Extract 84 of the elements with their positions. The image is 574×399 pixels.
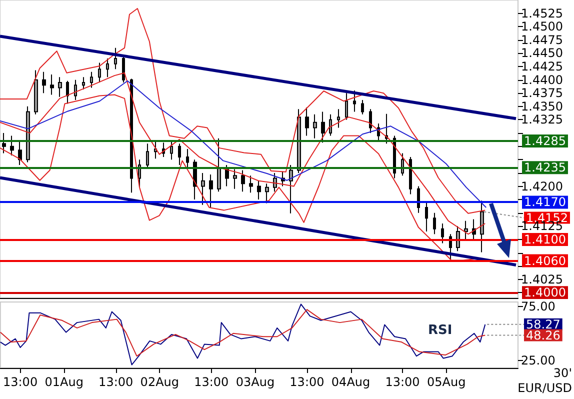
x-tick-label: 13:00 (290, 375, 324, 389)
candlestick (480, 200, 484, 253)
candlestick (82, 76, 85, 90)
candlestick (329, 114, 332, 136)
candlestick (305, 106, 309, 136)
candlestick (369, 108, 372, 134)
x-tick-label: 13:00 (194, 375, 229, 389)
candlestick (146, 143, 149, 168)
candlestick (50, 74, 54, 96)
candlestick (90, 71, 93, 88)
ref-line-label: 1.4060 (524, 254, 566, 268)
x-tick-label: 13:00 (98, 375, 134, 389)
candlestick (217, 138, 221, 192)
candlestick (385, 113, 388, 144)
candlestick (241, 170, 245, 192)
candlestick (18, 140, 22, 166)
y-tick-label: 1.4200 (521, 179, 563, 194)
candlestick (249, 175, 253, 194)
candlestick (257, 180, 261, 200)
ref-line-label: 1.4285 (524, 134, 566, 148)
x-tick-label: 05Aug (426, 375, 466, 389)
y-tick-label: 1.4400 (521, 72, 563, 87)
x-tick-label: 01Aug (44, 375, 84, 389)
candlestick (66, 80, 69, 104)
candlestick (122, 55, 125, 83)
candlestick (209, 174, 213, 208)
x-tick-label: 13:00 (2, 375, 38, 389)
annotation: 48.26 (526, 328, 560, 342)
candlestick (289, 164, 293, 214)
candlestick (441, 223, 444, 244)
x-tick-label: 02Aug (140, 375, 179, 389)
candlestick (154, 140, 157, 160)
candlestick (186, 148, 189, 168)
candlestick (345, 92, 348, 120)
annotation: 58.27 (526, 317, 560, 332)
y-tick-label: 1.4500 (521, 20, 563, 34)
y-tick-label: 1.4450 (521, 46, 563, 60)
candlestick (337, 108, 340, 128)
candlestick (74, 79, 77, 101)
candlestick (106, 58, 109, 78)
candlestick (42, 71, 46, 94)
candlestick (313, 114, 317, 139)
candlestick (138, 159, 141, 188)
candlestick (114, 47, 117, 70)
candlestick (361, 100, 364, 115)
candlestick (98, 62, 101, 83)
ref-line-label: 1.4235 (524, 160, 566, 175)
y-tick-label: 25.00 (521, 353, 556, 368)
candlestick (353, 90, 356, 112)
candlestick (2, 132, 6, 154)
candlestick (417, 186, 420, 214)
candlestick (297, 108, 301, 174)
candlestick (201, 172, 205, 206)
x-tick-label: 04Aug (331, 375, 370, 389)
candlestick (265, 183, 269, 204)
candlestick (433, 212, 436, 235)
y-tick-label: 1.4350 (521, 99, 563, 114)
ref-line-label: 1.4170 (524, 195, 566, 210)
text: EUR/USD (518, 381, 572, 395)
candlestick (170, 140, 173, 160)
annotation: RSI (428, 323, 452, 338)
candlestick (464, 220, 468, 242)
x-tick-label: 03Aug (236, 375, 275, 389)
y-tick-label: 1.4425 (521, 60, 563, 74)
y-tick-label: 1.4325 (521, 112, 563, 127)
y-tick-label: 1.4025 (521, 272, 563, 286)
candlestick (321, 111, 325, 144)
candlestick (273, 172, 277, 192)
y-tick-label: 1.4375 (521, 86, 563, 100)
candlestick (58, 76, 62, 98)
candlestick (178, 143, 181, 166)
y-tick-label: 1.4475 (521, 32, 563, 47)
candlestick (233, 168, 237, 190)
ref-line-label: 1.4100 (524, 232, 566, 246)
text: 30' (553, 366, 572, 380)
ref-line-label: 1.4000 (524, 286, 566, 300)
y-tick-label: 1.4525 (521, 6, 563, 20)
candlestick (26, 106, 30, 163)
candlestick (34, 70, 38, 115)
candlestick (10, 135, 14, 156)
candlestick (425, 200, 428, 232)
y-tick-label: 75.00 (521, 299, 556, 314)
candlestick (409, 156, 412, 195)
x-tick-label: 13:00 (385, 375, 420, 389)
